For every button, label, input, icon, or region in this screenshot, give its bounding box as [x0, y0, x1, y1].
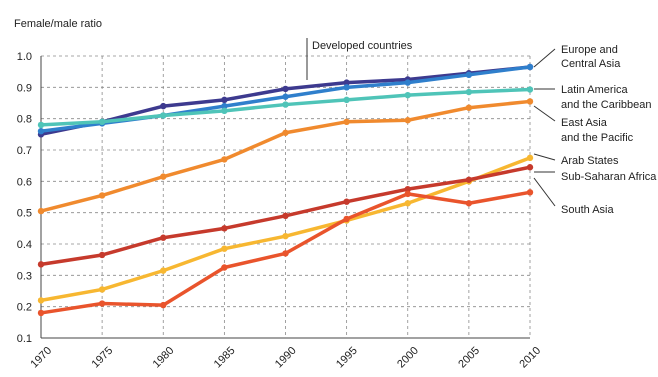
data-point-developed-countries — [160, 102, 167, 110]
data-point-europe-and-central-asia — [282, 93, 289, 100]
data-point-south-asia — [98, 300, 106, 307]
data-point-latin-america-and-the-caribbean — [160, 112, 167, 119]
x-tick-label: 1995 — [334, 345, 360, 371]
y-tick-label: 0.7 — [17, 145, 32, 157]
data-point-europe-and-central-asia — [343, 84, 350, 91]
data-point-arab-states — [221, 245, 228, 252]
series-lines — [37, 63, 534, 317]
data-point-sub-saharan-africa — [37, 261, 45, 268]
y-tick-label: 0.9 — [17, 82, 32, 94]
data-point-south-asia — [282, 250, 289, 257]
data-point-latin-america-and-the-caribbean — [98, 118, 106, 126]
series-label-south-asia: South Asia — [561, 204, 614, 216]
series-label-arab-states: Arab States — [561, 155, 619, 167]
data-point-sub-saharan-africa — [221, 225, 228, 232]
y-tick-label: 0.1 — [17, 333, 32, 345]
data-point-developed-countries — [221, 96, 228, 104]
annotation-developed-countries: Developed countries — [312, 40, 413, 52]
y-tick-label: 0.3 — [17, 270, 32, 282]
data-point-latin-america-and-the-caribbean — [465, 88, 473, 96]
data-point-south-asia — [343, 215, 350, 223]
data-point-east-asia-and-the-pacific — [465, 104, 473, 111]
data-point-sub-saharan-africa — [282, 212, 289, 219]
series-label-europe-and-central-asia: Europe and — [561, 44, 618, 56]
data-point-sub-saharan-africa — [160, 234, 167, 241]
y-tick-label: 0.5 — [17, 208, 32, 220]
data-point-latin-america-and-the-caribbean — [221, 107, 228, 115]
series-label-latin-america-and-the-caribbean: Latin America — [561, 84, 629, 96]
data-point-sub-saharan-africa — [404, 185, 411, 193]
data-point-south-asia — [221, 264, 228, 271]
data-point-sub-saharan-africa — [98, 251, 106, 259]
leader-line-europe-and-central-asia — [533, 48, 556, 68]
data-point-latin-america-and-the-caribbean — [404, 91, 411, 99]
y-tick-label: 0.8 — [17, 114, 32, 126]
data-point-sub-saharan-africa — [526, 164, 534, 171]
y-tick-label: 1.0 — [17, 51, 32, 63]
data-point-arab-states — [98, 286, 106, 293]
x-tick-label: 1980 — [151, 345, 177, 371]
data-point-europe-and-central-asia — [221, 102, 228, 110]
data-point-arab-states — [160, 267, 167, 274]
data-point-europe-and-central-asia — [526, 63, 534, 71]
data-point-arab-states — [282, 232, 289, 240]
leader-line-arab-states — [533, 153, 556, 161]
data-point-latin-america-and-the-caribbean — [526, 86, 534, 93]
leader-line-east-asia-and-the-pacific — [533, 105, 556, 122]
data-point-south-asia — [37, 309, 45, 317]
data-point-latin-america-and-the-caribbean — [282, 101, 289, 108]
series-label-latin-america-and-the-caribbean: and the Caribbean — [561, 99, 652, 111]
series-label-europe-and-central-asia: Central Asia — [561, 58, 621, 70]
data-point-south-asia — [526, 189, 534, 196]
x-tick-label: 2010 — [517, 345, 543, 371]
x-tick-label: 2005 — [456, 345, 482, 371]
y-tick-label: 0.4 — [17, 239, 32, 251]
data-point-sub-saharan-africa — [465, 176, 473, 183]
data-point-latin-america-and-the-caribbean — [343, 96, 350, 104]
x-tick-label: 1985 — [212, 345, 238, 371]
data-point-south-asia — [465, 200, 473, 207]
data-point-developed-countries — [343, 79, 350, 86]
data-point-europe-and-central-asia — [465, 71, 473, 79]
data-point-east-asia-and-the-pacific — [282, 129, 289, 136]
x-tick-label: 1970 — [28, 345, 54, 371]
x-tick-label: 1990 — [273, 345, 299, 371]
data-point-south-asia — [404, 190, 411, 198]
y-tick-label: 0.6 — [17, 176, 32, 188]
x-tick-label: 1975 — [90, 345, 116, 371]
series-label-east-asia-and-the-pacific: East Asia — [561, 117, 608, 129]
data-point-east-asia-and-the-pacific — [98, 192, 106, 199]
data-point-east-asia-and-the-pacific — [404, 117, 411, 124]
data-point-east-asia-and-the-pacific — [526, 98, 534, 105]
data-point-europe-and-central-asia — [37, 128, 45, 135]
data-point-east-asia-and-the-pacific — [37, 207, 45, 215]
data-point-arab-states — [404, 200, 411, 207]
data-point-east-asia-and-the-pacific — [160, 173, 167, 180]
y-axis-title: Female/male ratio — [14, 18, 102, 30]
data-point-south-asia — [160, 301, 167, 309]
data-point-europe-and-central-asia — [404, 79, 411, 86]
data-point-east-asia-and-the-pacific — [221, 156, 228, 163]
data-point-arab-states — [526, 154, 534, 162]
data-point-latin-america-and-the-caribbean — [37, 121, 45, 129]
series-labels: Europe and Central Asia Latin America and t… — [306, 38, 657, 216]
data-point-east-asia-and-the-pacific — [343, 118, 350, 126]
series-label-sub-saharan-africa: Sub-Saharan Africa — [561, 171, 657, 183]
y-tick-label: 0.2 — [17, 302, 32, 314]
leader-line-south-asia — [533, 177, 556, 207]
data-point-arab-states — [37, 297, 45, 304]
data-point-developed-countries — [282, 85, 289, 93]
data-point-sub-saharan-africa — [343, 198, 350, 205]
series-label-east-asia-and-the-pacific: and the Pacific — [561, 132, 634, 144]
x-tick-label: 2000 — [395, 345, 421, 371]
